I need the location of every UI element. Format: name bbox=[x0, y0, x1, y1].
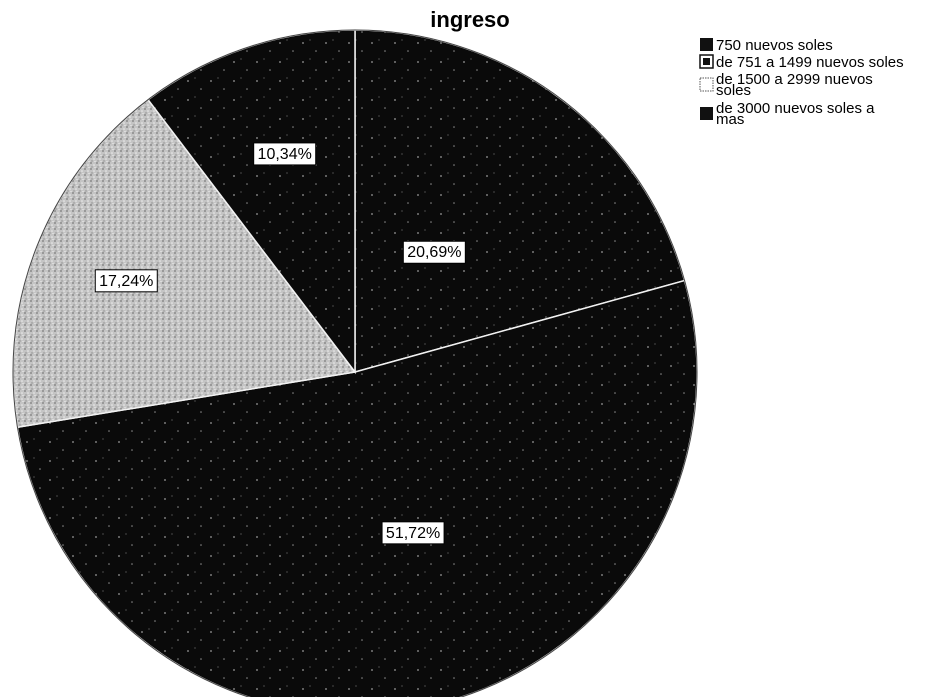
legend-swatch-inner bbox=[703, 58, 710, 65]
chart-title: ingreso bbox=[430, 7, 509, 32]
pie-labels: 20,69% 51,72% 17,24% 10,34% bbox=[94, 142, 466, 545]
legend-label: de 1500 a 2999 nuevos bbox=[716, 71, 873, 88]
data-label-3: 17,24% bbox=[94, 269, 158, 293]
legend-label: mas bbox=[716, 111, 744, 128]
data-label-box bbox=[402, 240, 466, 264]
data-label-text: 17,24% bbox=[99, 273, 153, 290]
legend-item-1: 750 nuevos soles bbox=[700, 37, 833, 54]
data-label-1: 20,69% bbox=[402, 240, 466, 264]
legend-swatch bbox=[700, 38, 713, 51]
data-label-2: 51,72% bbox=[381, 521, 445, 545]
legend-swatch bbox=[700, 107, 713, 120]
data-label-box bbox=[94, 269, 158, 293]
legend-swatch bbox=[699, 77, 714, 92]
legend-label: 750 nuevos soles bbox=[716, 37, 833, 54]
data-label-text: 10,34% bbox=[258, 146, 312, 163]
data-label-text: 51,72% bbox=[386, 525, 440, 542]
data-label-text: 20,69% bbox=[407, 244, 461, 261]
data-label-box bbox=[253, 142, 317, 166]
legend-label: de 751 a 1499 nuevos soles bbox=[716, 54, 904, 71]
data-label-box bbox=[381, 521, 445, 545]
data-label-4: 10,34% bbox=[253, 142, 317, 166]
pie-slices bbox=[12, 29, 698, 697]
legend-item-2: de 751 a 1499 nuevos soles bbox=[699, 54, 904, 71]
pie-outline bbox=[12, 29, 698, 697]
legend-label: de 3000 nuevos soles a bbox=[716, 100, 875, 117]
legend-label: soles bbox=[716, 82, 751, 99]
